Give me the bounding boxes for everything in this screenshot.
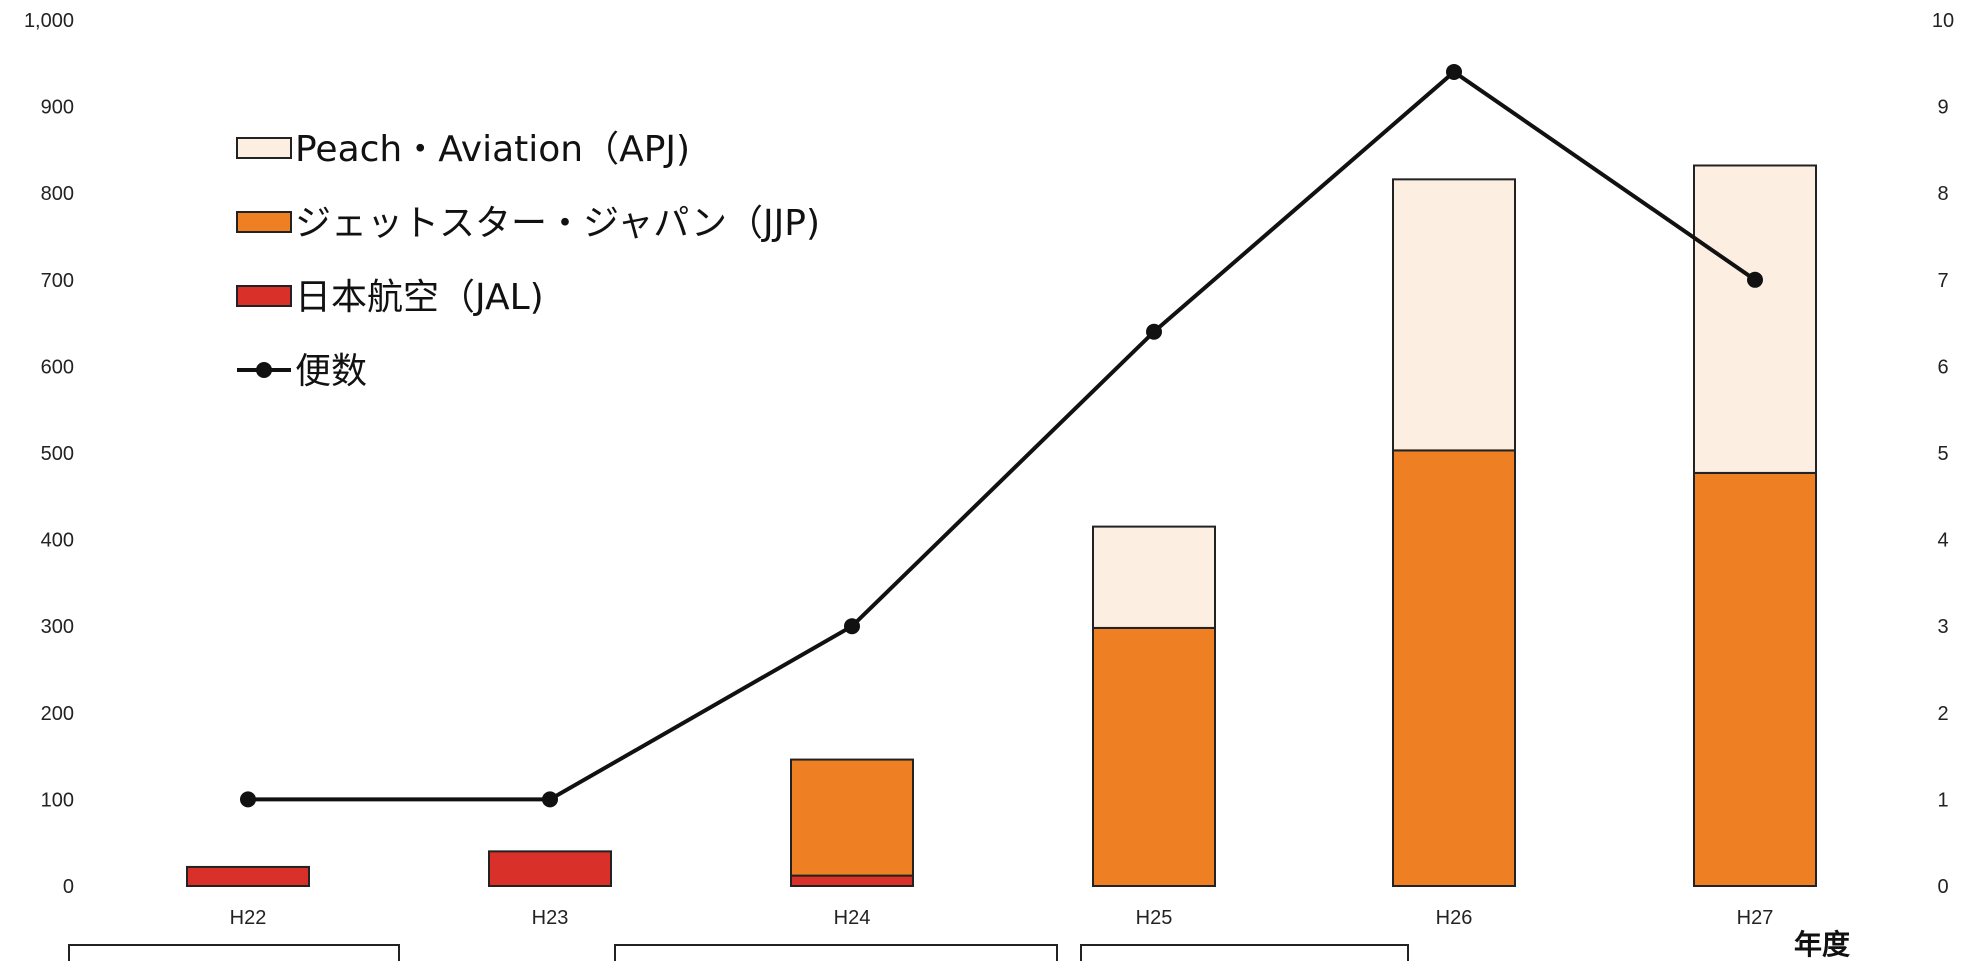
right-tick-label: 0 <box>1937 876 1948 898</box>
left-tick-label: 1,000 <box>24 10 74 32</box>
bar-segment <box>1693 471 1817 887</box>
bar-segment <box>790 874 914 887</box>
right-tick-label: 9 <box>1937 97 1948 119</box>
bar-segment <box>1392 449 1516 887</box>
x-axis-title: 年度 <box>1794 928 1850 961</box>
line-point <box>1446 63 1462 80</box>
legend: Peach・Aviation（APJ) ジェットスター・ジャパン（JJP) 日本航空… <box>236 129 820 392</box>
bar-segment <box>1693 164 1817 474</box>
legend-label: 日本航空（JAL) <box>295 277 544 318</box>
legend-label: 便数 <box>295 351 367 392</box>
left-tick-label: 800 <box>41 183 74 205</box>
legend-label: ジェットスター・ジャパン（JJP) <box>295 203 820 244</box>
legend-swatch <box>236 285 292 307</box>
x-tick-label: H27 <box>1737 907 1774 929</box>
right-tick-label: 1 <box>1937 789 1948 811</box>
left-tick-label: 500 <box>41 443 74 465</box>
legend-swatch <box>236 211 292 233</box>
left-axis: 0 100 200 300 400 500 600 700 800 900 1,000 <box>24 10 74 898</box>
right-tick-label: 10 <box>1932 10 1954 32</box>
bar-segment <box>1092 626 1216 887</box>
right-tick-label: 5 <box>1937 443 1948 465</box>
right-tick-label: 8 <box>1937 183 1948 205</box>
x-tick-label: H25 <box>1136 907 1173 929</box>
bar-segment <box>1092 525 1216 629</box>
bar-segment <box>488 850 612 887</box>
x-tick-label: H26 <box>1436 907 1473 929</box>
left-tick-label: 400 <box>41 530 74 552</box>
bottom-box <box>614 944 1058 961</box>
right-tick-label: 2 <box>1937 703 1948 725</box>
left-tick-label: 300 <box>41 616 74 638</box>
line-point <box>1747 271 1763 288</box>
legend-marker <box>256 362 272 378</box>
left-tick-label: 600 <box>41 356 74 378</box>
x-tick-label: H22 <box>230 907 267 929</box>
flight-count-line <box>240 63 1763 808</box>
left-tick-label: 0 <box>63 876 74 898</box>
x-tick-label: H24 <box>834 907 871 929</box>
x-tick-label: H23 <box>532 907 569 929</box>
x-axis: H22 H23 H24 H25 H26 H27 <box>230 907 1774 929</box>
bar-segment <box>186 865 310 887</box>
left-tick-label: 200 <box>41 703 74 725</box>
bottom-box <box>68 944 400 961</box>
left-tick-label: 100 <box>41 789 74 811</box>
right-tick-label: 4 <box>1937 530 1948 552</box>
legend-label: Peach・Aviation（APJ) <box>295 129 690 170</box>
line-point <box>542 791 558 808</box>
right-tick-label: 3 <box>1937 616 1948 638</box>
left-tick-label: 700 <box>41 270 74 292</box>
line-point <box>240 791 256 808</box>
bars <box>186 164 1817 887</box>
bottom-boxes <box>68 944 1409 961</box>
line-point <box>844 618 860 635</box>
legend-swatch <box>236 137 292 159</box>
bottom-box <box>1080 944 1409 961</box>
bar-segment <box>1392 178 1516 452</box>
right-tick-label: 6 <box>1937 356 1948 378</box>
bar-segment <box>790 758 914 877</box>
line-path <box>248 69 1757 802</box>
left-tick-label: 900 <box>41 97 74 119</box>
line-point <box>1146 323 1162 340</box>
right-tick-label: 7 <box>1937 270 1948 292</box>
right-axis: 0 1 2 3 4 5 6 7 8 9 10 <box>1932 10 1954 898</box>
